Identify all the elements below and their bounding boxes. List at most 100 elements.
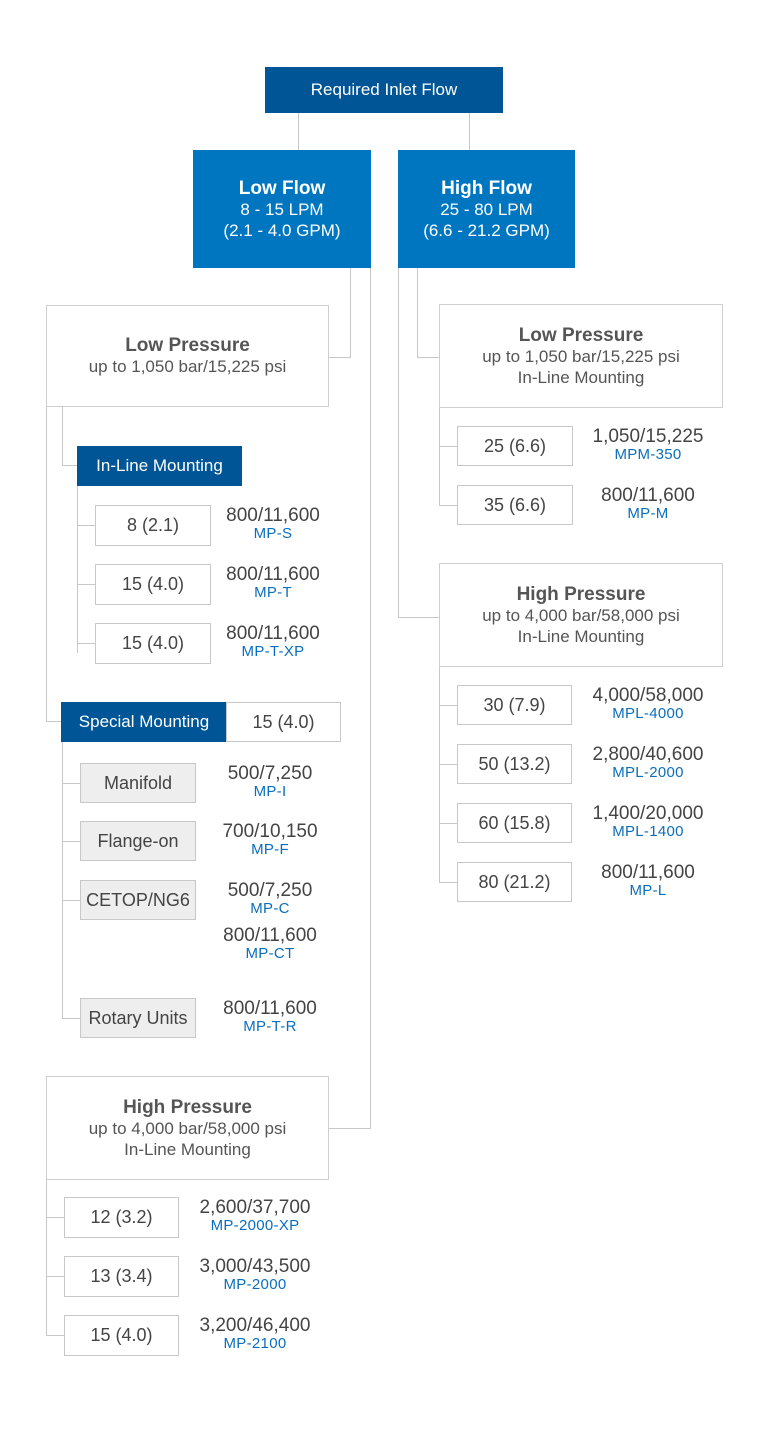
flow-value-box: 12 (3.2)	[64, 1197, 179, 1238]
high-flow-low-pressure-box: Low Pressure up to 1,050 bar/15,225 psi …	[439, 304, 723, 408]
connector	[439, 705, 457, 706]
connector	[62, 841, 80, 842]
flow-value: 13 (3.4)	[90, 1266, 153, 1286]
mounting-type: Flange-on	[97, 830, 179, 851]
connector	[77, 643, 95, 644]
connector	[439, 823, 457, 824]
model-name: MP-2000	[223, 1276, 287, 1293]
connector	[77, 584, 95, 585]
connector	[62, 783, 80, 784]
connector	[62, 1018, 80, 1019]
low-flow-gpm: (2.1 - 4.0 GPM)	[223, 220, 341, 240]
pressure-value: 3,000/43,500	[199, 1256, 311, 1277]
flow-value: 12 (3.2)	[90, 1207, 153, 1227]
low-flow-box: Low Flow 8 - 15 LPM (2.1 - 4.0 GPM)	[193, 150, 371, 268]
flow-value: 60 (15.8)	[478, 812, 551, 833]
spec-block: 500/7,250 MP-I	[210, 764, 330, 801]
spec-block: 800/11,600 MP-S	[213, 505, 333, 543]
connector	[398, 617, 439, 618]
mounting-type-box: Manifold	[80, 763, 196, 803]
connector	[46, 1217, 64, 1218]
connector	[328, 1128, 371, 1129]
low-flow-low-pressure-box: Low Pressure up to 1,050 bar/15,225 psi	[46, 305, 329, 407]
connector	[46, 1276, 64, 1277]
spec-block: 800/11,600 MP-T-XP	[213, 624, 333, 661]
flow-value: 25 (6.6)	[483, 435, 547, 456]
connector	[417, 268, 418, 357]
model-name: MP-I	[253, 783, 287, 800]
connector	[350, 268, 351, 357]
high-pressure-range: up to 4,000 bar/58,000 psi	[482, 605, 680, 625]
connector	[439, 666, 440, 883]
mounting-type-box: Rotary Units	[80, 998, 196, 1038]
connector	[77, 485, 78, 653]
flow-value-box: 60 (15.8)	[457, 803, 572, 843]
pressure-value: 3,200/46,400	[199, 1315, 311, 1336]
model-name: MPL-1400	[612, 823, 684, 840]
connector	[439, 882, 457, 883]
high-flow-box: High Flow 25 - 80 LPM (6.6 - 21.2 GPM)	[398, 150, 575, 268]
connector	[439, 505, 457, 506]
flow-value-box: 15 (4.0)	[95, 564, 211, 605]
spec-block: 1,050/15,225 MPM-350	[578, 427, 718, 464]
spec-block: 2,600/37,700 MP-2000-XP	[185, 1197, 325, 1235]
pressure-value: 800/11,600	[223, 925, 317, 946]
mounting-type: CETOP/NG6	[86, 889, 190, 910]
mounting-type: Rotary Units	[88, 1007, 188, 1028]
model-name: MP-L	[629, 882, 667, 899]
connector	[46, 1179, 47, 1336]
inline-mounting-header: In-Line Mounting	[77, 446, 242, 486]
connector	[62, 465, 77, 466]
flow-value: 35 (6.6)	[483, 494, 547, 515]
pressure-value: 4,000/58,000	[592, 685, 704, 706]
spec-block: 1,400/20,000 MPL-1400	[578, 804, 718, 841]
flow-value-box: 15 (4.0)	[95, 623, 211, 664]
mounting-type: Manifold	[103, 772, 173, 793]
low-flow-high-pressure-box: High Pressure up to 4,000 bar/58,000 psi…	[46, 1076, 329, 1180]
flow-value-box: 80 (21.2)	[457, 862, 572, 902]
model-name: MPM-350	[614, 446, 682, 463]
model-name: MP-T	[254, 584, 292, 601]
pressure-value: 800/11,600	[601, 862, 695, 883]
spec-block: 4,000/58,000 MPL-4000	[578, 685, 718, 723]
spec-block: 3,200/46,400 MP-2100	[185, 1315, 325, 1353]
flow-value-box: 13 (3.4)	[64, 1256, 179, 1297]
flow-value: 80 (21.2)	[478, 871, 551, 892]
spec-block: 800/11,600 MP-T-R	[210, 998, 330, 1036]
connector	[328, 357, 351, 358]
spec-block: 800/11,600 MP-L	[578, 862, 718, 900]
high-flow-high-pressure-box: High Pressure up to 4,000 bar/58,000 psi…	[439, 563, 723, 667]
pressure-value: 700/10,150	[222, 821, 318, 842]
model-name: MP-M	[627, 505, 669, 522]
connector	[439, 764, 457, 765]
pressure-value: 800/11,600	[601, 485, 695, 506]
low-pressure-title: Low Pressure	[125, 335, 250, 356]
flow-value-box: 25 (6.6)	[457, 426, 573, 466]
connector	[398, 268, 399, 617]
root-label: Required Inlet Flow	[310, 80, 458, 99]
flow-value-box: 30 (7.9)	[457, 685, 572, 725]
high-pressure-title: High Pressure	[516, 583, 646, 605]
connector	[62, 406, 63, 466]
model-name: MP-2100	[223, 1335, 287, 1352]
low-pressure-range: up to 1,050 bar/15,225 psi	[482, 346, 680, 366]
flow-value: 30 (7.9)	[483, 694, 546, 715]
special-mounting-header: Special Mounting	[61, 702, 227, 742]
high-flow-lpm: 25 - 80 LPM	[440, 199, 533, 219]
pressure-value: 800/11,600	[223, 998, 317, 1019]
pressure-value: 2,800/40,600	[592, 744, 704, 765]
mounting-label: In-Line Mounting	[517, 367, 645, 387]
flow-value-box: 8 (2.1)	[95, 505, 211, 546]
required-inlet-flow-box: Required Inlet Flow	[265, 67, 503, 113]
model-name: MP-C	[250, 900, 290, 917]
low-pressure-title: Low Pressure	[518, 324, 644, 346]
low-flow-lpm: 8 - 15 LPM	[240, 199, 324, 219]
flow-value: 50 (13.2)	[478, 753, 551, 774]
high-flow-gpm: (6.6 - 21.2 GPM)	[423, 220, 550, 240]
mounting-label: In-Line Mounting	[124, 1139, 251, 1159]
connector	[77, 525, 95, 526]
low-flow-title: Low Flow	[238, 177, 326, 199]
pressure-value: 2,600/37,700	[199, 1197, 311, 1218]
pressure-value: 800/11,600	[226, 505, 320, 526]
connector	[469, 112, 470, 150]
